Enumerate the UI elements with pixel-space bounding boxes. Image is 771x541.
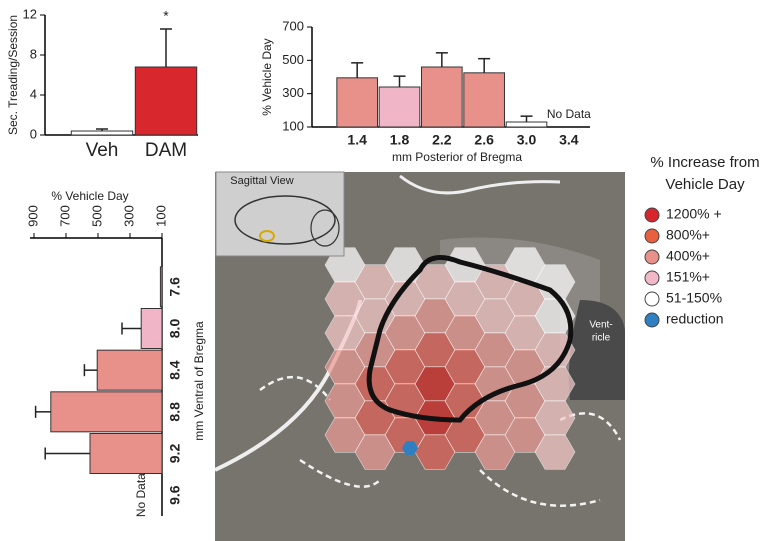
y-tick-label: 8 [30,46,37,61]
y-axis-label: % Vehicle Day [260,38,274,115]
ventricle-label: ricle [592,333,611,344]
y-tick-label: 4 [30,86,37,101]
y-tick-label: 7.6 [167,277,183,297]
bar [160,267,162,307]
bar [71,131,132,135]
bar [97,350,162,390]
y-tick-label: 8.0 [167,319,183,339]
legend-swatch [645,271,659,285]
x-tick-label: 100 [153,205,168,227]
y-tick-label: 0 [30,126,37,141]
y-axis-label: Sec. Treading/Session [6,15,20,135]
x-tick-label: 700 [57,205,72,227]
legend-label: 151%+ [666,269,710,285]
y-tick-label: 12 [23,6,37,21]
inset-label: Sagittal View [230,175,293,187]
y-tick-label: 9.6 [167,485,183,505]
y-tick-label: 100 [282,118,304,133]
bar [506,122,547,127]
y-tick-label: 300 [282,85,304,100]
legend-label: reduction [666,311,724,327]
x-tick-label: 2.2 [432,132,452,148]
y-axis-label: mm Ventral of Bregma [192,321,206,441]
bar [422,67,463,127]
legend-label: 400%+ [666,248,710,264]
hexagon-map [325,248,575,470]
legend-items: 1200% + 800%+ 400%+ 151%+ 51-150% reduction [645,206,724,327]
legend-label: 800%+ [666,227,710,243]
bar [337,78,378,127]
annotation: No Data [134,473,148,517]
legend-swatch [645,208,659,222]
legend-swatch [645,313,659,327]
legend-swatch [645,292,659,306]
bar [464,73,505,127]
y-tick-label: 700 [282,18,304,33]
bar [379,87,420,127]
x-axis-label: mm Posterior of Bregma [392,150,522,164]
annotation: * [163,8,169,24]
legend-title: Vehicle Day [665,176,745,193]
x-tick-label: Veh [86,140,119,161]
x-tick-label: DAM [145,140,187,161]
x-tick-label: 1.4 [347,132,367,148]
y-tick-label: 500 [282,52,304,67]
ventricle-label: Vent- [589,320,612,331]
y-tick-label: 8.4 [167,360,183,380]
bar [141,309,162,349]
x-axis-label: % Vehicle Day [51,189,128,203]
x-tick-label: 300 [121,205,136,227]
legend-label: 51-150% [666,290,722,306]
legend-swatch [645,250,659,264]
legend-label: 1200% + [666,206,722,222]
legend-swatch [645,229,659,243]
annotation: No Data [547,107,591,121]
x-tick-label: 2.6 [474,132,494,148]
bar [135,67,196,135]
legend-title: % Increase from [650,154,759,171]
y-tick-label: 8.8 [167,402,183,422]
brain-image: Sagittal View Vent- ricle [215,172,625,541]
x-tick-label: 500 [89,205,104,227]
legend: % Increase from Vehicle Day 1200% + 800%+… [645,154,760,327]
x-tick-label: 1.8 [390,132,410,148]
ventricle [569,300,625,400]
x-tick-label: 3.0 [517,132,537,148]
x-tick-label: 3.4 [559,132,579,148]
bar [51,392,162,432]
bar [90,434,162,474]
y-tick-label: 9.2 [167,444,183,464]
x-tick-label: 900 [25,205,40,227]
figure: Sagittal View Vent- ricle % Increase fro… [0,0,771,541]
